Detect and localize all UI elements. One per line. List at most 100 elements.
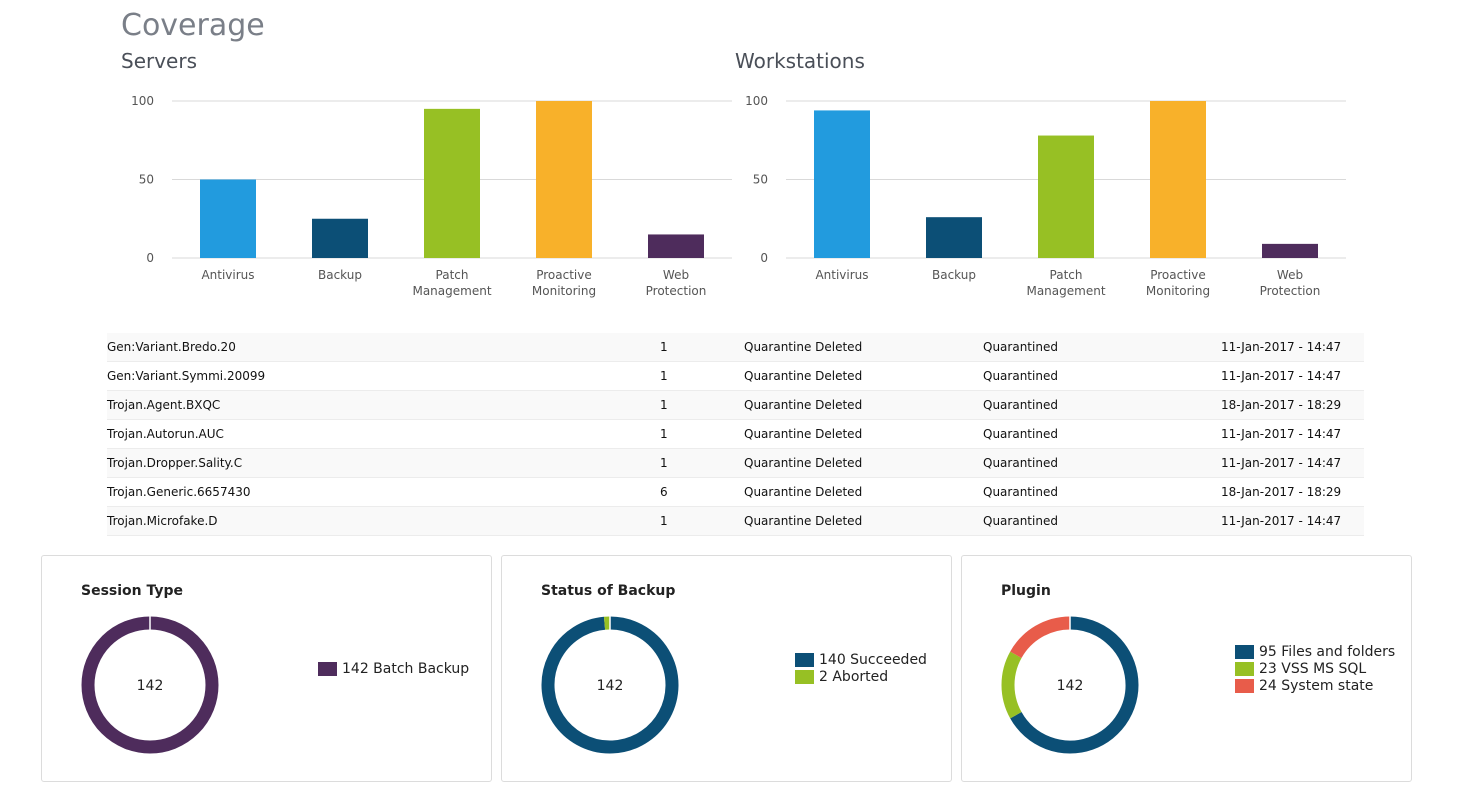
threat-status-cell: Quarantined (983, 333, 1221, 362)
threat-count-cell: 1 (660, 361, 744, 391)
threat-date-cell: 18-Jan-2017 - 18:29 (1221, 390, 1364, 420)
legend-swatch (795, 652, 814, 667)
servers-bar-antivirus (200, 179, 256, 258)
threat-status-cell: Quarantined (983, 506, 1221, 536)
legend-label: 95 Files and folders (1259, 643, 1396, 660)
threat-status-cell: Quarantined (983, 448, 1221, 478)
legend-label: 23 VSS MS SQL (1259, 660, 1367, 677)
backup-status-legend: 140 Succeeded 2 Aborted (795, 651, 927, 685)
workstations-y-tick-label: 100 (745, 94, 768, 108)
servers-bar-chart: 0 50 100 Antivirus Backup Patch Management Proa… (131, 94, 732, 298)
plugin-donut: 142 (1001, 616, 1139, 754)
workstations-y-tick-label: 0 (760, 251, 768, 265)
servers-y-tick-label: 0 (146, 251, 154, 265)
servers-bar-backup (312, 218, 368, 258)
donut-slice-files-and-folders (1010, 616, 1139, 754)
threat-name-cell: Gen:Variant.Symmi.20099 (107, 361, 660, 391)
servers-x-tick-label: Web Protection (646, 268, 707, 298)
donut-slice-vss-ms-sql (1001, 651, 1022, 719)
threat-row: Gen:Variant.Bredo.20 1 Quarantine Deleted Q… (107, 333, 1364, 362)
session-type-donut: 142 (81, 616, 219, 754)
threat-action-cell: Quarantine Deleted (744, 477, 983, 507)
workstations-x-tick-label: Patch Management (1026, 268, 1105, 298)
workstations-chart-title: Workstations (735, 49, 865, 73)
legend-swatch (1235, 661, 1254, 676)
legend-item: 142 Batch Backup (318, 660, 469, 677)
servers-y-tick-label: 50 (139, 173, 154, 187)
threat-date-cell: 11-Jan-2017 - 14:47 (1221, 506, 1364, 536)
threat-date-cell: 11-Jan-2017 - 14:47 (1221, 333, 1364, 362)
legend-swatch (1235, 678, 1254, 693)
servers-x-tick-label: Antivirus (201, 268, 254, 282)
threat-action-cell: Quarantine Deleted (744, 390, 983, 420)
legend-label: 140 Succeeded (819, 651, 927, 668)
threat-status-cell: Quarantined (983, 477, 1221, 507)
legend-swatch (795, 669, 814, 684)
threat-row: Trojan.Generic.6657430 6 Quarantine Delete… (107, 477, 1364, 507)
legend-label: 2 Aborted (819, 668, 889, 685)
donut-center-label: 142 (137, 678, 164, 694)
threat-name-cell: Trojan.Microfake.D (107, 506, 660, 536)
donut-center-label: 142 (1057, 678, 1084, 694)
threat-action-cell: Quarantine Deleted (744, 448, 983, 478)
threats-table: Gen:Variant.Bredo.20 1 Quarantine Deleted Q… (107, 333, 1364, 536)
threat-date-cell: 11-Jan-2017 - 14:47 (1221, 361, 1364, 391)
legend-item: 2 Aborted (795, 668, 927, 685)
workstations-bar-backup (926, 217, 982, 258)
threat-name-cell: Trojan.Autorun.AUC (107, 419, 660, 449)
legend-item: 24 System state (1235, 677, 1395, 694)
threat-action-cell: Quarantine Deleted (744, 419, 983, 449)
threat-count-cell: 6 (660, 477, 744, 507)
workstations-x-tick-label: Proactive Monitoring (1146, 268, 1210, 298)
threat-status-cell: Quarantined (983, 419, 1221, 449)
donut-center-label: 142 (597, 678, 624, 694)
legend-swatch (1235, 644, 1254, 659)
workstations-bar-antivirus (814, 110, 870, 258)
servers-x-tick-label: Backup (318, 268, 362, 282)
page-title: Coverage (121, 8, 265, 43)
threat-row: Gen:Variant.Symmi.20099 1 Quarantine Delet… (107, 361, 1364, 391)
workstations-x-tick-label: Web Protection (1260, 268, 1321, 298)
threat-count-cell: 1 (660, 390, 744, 420)
threat-count-cell: 1 (660, 333, 744, 362)
threat-count-cell: 1 (660, 506, 744, 536)
threat-date-cell: 11-Jan-2017 - 14:47 (1221, 448, 1364, 478)
servers-y-tick-label: 100 (131, 94, 154, 108)
servers-bar-web-protection (648, 234, 704, 258)
legend-label: 142 Batch Backup (342, 660, 470, 677)
servers-bar-patch-management (424, 108, 480, 258)
session-type-legend: 142 Batch Backup (318, 660, 469, 677)
session-type-panel: Session Type 142 142 Batch Backup (41, 555, 492, 782)
threat-row: Trojan.Autorun.AUC 1 Quarantine Deleted Qua… (107, 419, 1364, 449)
plugin-panel: Plugin 142 95 Files and folders 23 VSS MS… (961, 555, 1412, 782)
threat-name-cell: Trojan.Generic.6657430 (107, 477, 660, 507)
threat-action-cell: Quarantine Deleted (744, 361, 983, 391)
threat-date-cell: 18-Jan-2017 - 18:29 (1221, 477, 1364, 507)
servers-bar-proactive-monitoring (536, 101, 592, 258)
backup-status-donut: 142 (541, 616, 679, 754)
threat-name-cell: Gen:Variant.Bredo.20 (107, 333, 660, 362)
plugin-legend: 95 Files and folders 23 VSS MS SQL 24 Syst… (1235, 643, 1395, 694)
workstations-x-tick-label: Backup (932, 268, 976, 282)
legend-label: 24 System state (1259, 677, 1374, 694)
servers-x-tick-label: Proactive Monitoring (532, 268, 596, 298)
servers-x-tick-label: Patch Management (412, 268, 491, 298)
threat-action-cell: Quarantine Deleted (744, 333, 983, 362)
donut-slice-succeeded (541, 616, 679, 754)
threat-row: Trojan.Microfake.D 1 Quarantine Deleted Qua… (107, 506, 1364, 536)
plugin-title: Plugin (1001, 583, 1051, 599)
workstations-bar-patch-management (1038, 135, 1094, 258)
threat-name-cell: Trojan.Dropper.Sality.C (107, 448, 660, 478)
workstations-x-tick-label: Antivirus (815, 268, 868, 282)
workstations-y-tick-label: 50 (753, 173, 768, 187)
backup-status-title: Status of Backup (541, 583, 676, 599)
threat-count-cell: 1 (660, 419, 744, 449)
threat-status-cell: Quarantined (983, 390, 1221, 420)
threat-status-cell: Quarantined (983, 361, 1221, 391)
threat-row: Trojan.Dropper.Sality.C 1 Quarantine Delet… (107, 448, 1364, 478)
threat-name-cell: Trojan.Agent.BXQC (107, 390, 660, 420)
legend-item: 140 Succeeded (795, 651, 927, 668)
threat-count-cell: 1 (660, 448, 744, 478)
legend-swatch (318, 661, 337, 676)
backup-status-panel: Status of Backup 142 140 Succeeded 2 Abor… (501, 555, 952, 782)
